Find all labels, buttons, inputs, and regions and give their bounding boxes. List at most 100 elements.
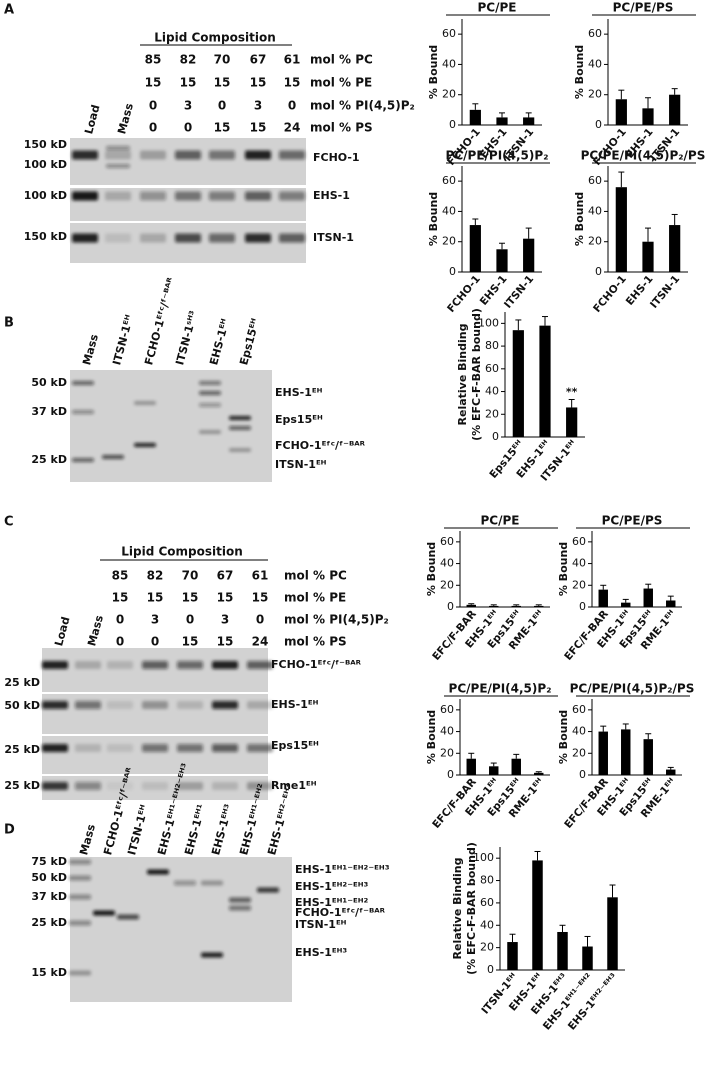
row-label: mol % PS bbox=[284, 635, 347, 649]
gel bbox=[70, 857, 292, 1002]
y-axis-label: % Bound bbox=[425, 710, 438, 764]
gel-band bbox=[69, 920, 91, 926]
panel-label: C bbox=[4, 515, 14, 530]
y-tick-label: 40 bbox=[572, 557, 586, 570]
table-cell: 0 bbox=[218, 99, 226, 113]
protein-label: FCHO-1 bbox=[313, 151, 360, 164]
y-tick-label: 20 bbox=[485, 407, 499, 420]
row-label: mol % PE bbox=[284, 591, 346, 605]
gel-band bbox=[201, 880, 223, 886]
lane-label: Mass bbox=[80, 332, 101, 366]
bar bbox=[643, 739, 653, 775]
gel-band bbox=[105, 233, 131, 243]
gel-band bbox=[140, 191, 166, 201]
table-cell: 15 bbox=[147, 591, 164, 605]
gel-band bbox=[199, 391, 221, 395]
table-cell: 85 bbox=[112, 569, 129, 583]
y-tick-label: 40 bbox=[440, 557, 454, 570]
table-cell: 70 bbox=[214, 53, 231, 67]
chart-title: PC/PE/PI(4,5)P₂ bbox=[449, 682, 552, 696]
table-cell: 82 bbox=[180, 53, 197, 67]
marker-label: 25 kD bbox=[31, 453, 67, 466]
marker-label: 50 kD bbox=[31, 376, 67, 389]
gel-band bbox=[42, 701, 68, 709]
chart-title: PC/PE/PS bbox=[602, 514, 663, 528]
gel-band bbox=[175, 233, 201, 243]
lane-label: EHS-1ᴱᴴ³ bbox=[209, 803, 235, 857]
table-cell: 15 bbox=[182, 591, 199, 605]
table-header: Lipid Composition bbox=[121, 545, 243, 559]
protein-label: ITSN-1ᴱᴴ bbox=[275, 458, 327, 471]
gel-band bbox=[177, 701, 203, 709]
table-cell: 15 bbox=[145, 76, 162, 90]
gel-band bbox=[42, 661, 68, 669]
gel-band bbox=[72, 458, 94, 462]
bar bbox=[511, 758, 521, 775]
chart-title: PC/PE bbox=[478, 1, 517, 15]
gel-band bbox=[142, 782, 168, 790]
gel-band bbox=[199, 381, 221, 385]
table-cell: 67 bbox=[250, 53, 267, 67]
y-tick-label: 40 bbox=[485, 385, 499, 398]
y-axis-label: (% EFC-F-BAR bound) bbox=[470, 308, 483, 441]
bar bbox=[582, 946, 593, 970]
protein-label: EHS-1ᴱᴴ bbox=[271, 698, 319, 711]
y-tick-label: 0 bbox=[447, 600, 454, 613]
y-tick-label: 60 bbox=[440, 703, 454, 716]
gel-band bbox=[72, 381, 94, 385]
table-cell: 24 bbox=[252, 635, 269, 649]
marker-label: 150 kD bbox=[24, 230, 67, 243]
gel-band bbox=[42, 782, 68, 790]
protein-label: EHS-1ᴱᴴ¹⁻ᴱᴴ²⁻ᴱᴴ³ bbox=[295, 863, 390, 876]
gel-strip bbox=[42, 736, 268, 774]
gel-band bbox=[140, 233, 166, 243]
y-tick-label: 20 bbox=[442, 88, 456, 101]
lane-label: Load bbox=[52, 615, 72, 647]
bar bbox=[598, 731, 608, 775]
protein-label: EHS-1ᴱᴴ²⁻ᴱᴴ³ bbox=[295, 880, 369, 893]
bar bbox=[566, 407, 578, 437]
gel-band bbox=[212, 782, 238, 790]
gel-band bbox=[75, 701, 101, 709]
y-axis-label: % Bound bbox=[557, 542, 570, 596]
y-tick-label: 60 bbox=[572, 535, 586, 548]
bar bbox=[607, 897, 618, 970]
y-tick-label: 60 bbox=[480, 896, 494, 909]
gel-band bbox=[72, 150, 98, 160]
bar bbox=[532, 860, 543, 970]
marker-label: 75 kD bbox=[31, 855, 67, 868]
bar bbox=[489, 605, 499, 607]
protein-label: FCHO-1ᴱᶠᶜ/ᶠ⁻ᴮᴬᴿ bbox=[295, 906, 386, 919]
y-tick-label: 0 bbox=[487, 963, 494, 976]
bar bbox=[469, 225, 481, 272]
bar bbox=[557, 931, 568, 970]
bar bbox=[666, 600, 676, 607]
y-tick-label: 60 bbox=[572, 703, 586, 716]
gel-band bbox=[212, 744, 238, 752]
chart-title: PC/PE/PS bbox=[613, 1, 674, 15]
y-axis-label: (% EFC-F-BAR bound) bbox=[465, 842, 478, 975]
gel-band bbox=[72, 410, 94, 414]
gel-band bbox=[106, 146, 130, 150]
y-tick-label: 20 bbox=[572, 578, 586, 591]
marker-label: 25 kD bbox=[4, 743, 40, 756]
gel-band bbox=[142, 744, 168, 752]
table-cell: 85 bbox=[145, 53, 162, 67]
gel-band bbox=[69, 875, 91, 881]
y-tick-label: 20 bbox=[572, 746, 586, 759]
row-label: mol % PC bbox=[284, 569, 347, 583]
bar bbox=[534, 772, 544, 775]
y-tick-label: 100 bbox=[473, 851, 494, 864]
gel-strip bbox=[42, 694, 268, 734]
gel-band bbox=[245, 191, 271, 201]
table-cell: 3 bbox=[184, 99, 192, 113]
y-tick-label: 0 bbox=[579, 600, 586, 613]
lane-label: EHS-1ᴱᴴ¹ bbox=[182, 803, 208, 857]
gel-band bbox=[199, 430, 221, 434]
gel-band bbox=[42, 744, 68, 752]
gel-band bbox=[279, 150, 305, 160]
y-tick-label: 0 bbox=[492, 430, 499, 443]
y-tick-label: 40 bbox=[442, 204, 456, 217]
gel-band bbox=[209, 191, 235, 201]
gel-band bbox=[106, 164, 130, 168]
